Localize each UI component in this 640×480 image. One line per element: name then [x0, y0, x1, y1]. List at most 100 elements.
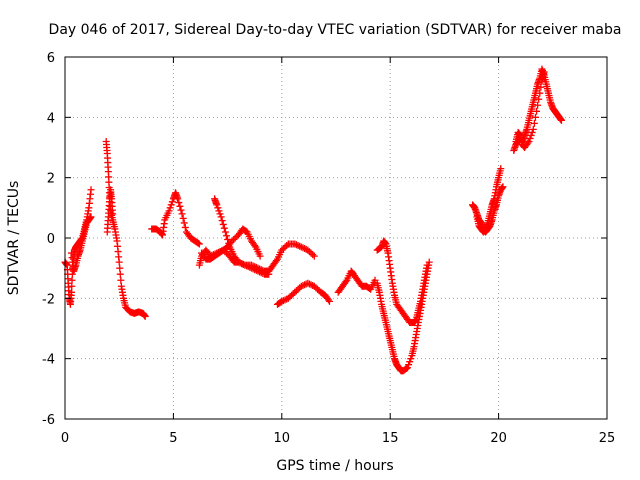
- data-point: [68, 288, 76, 296]
- data-point: [257, 266, 265, 274]
- data-point: [216, 210, 224, 218]
- data-point: [278, 246, 286, 254]
- data-point: [284, 294, 292, 302]
- series-arc-10: [334, 267, 379, 296]
- data-point: [531, 113, 539, 121]
- data-point: [168, 198, 176, 206]
- data-point: [296, 242, 304, 250]
- data-point: [540, 68, 548, 76]
- data-point: [292, 287, 300, 295]
- data-point: [294, 285, 302, 293]
- series-arc-11: [373, 258, 433, 375]
- y-tick-labels: -6 -4 -2 0 2 4 6: [42, 51, 55, 428]
- data-point: [297, 282, 305, 290]
- data-point: [534, 101, 542, 109]
- series-arc-5: [148, 189, 203, 248]
- data-point: [304, 246, 312, 254]
- data-point: [116, 264, 124, 272]
- data-point: [68, 276, 76, 284]
- y-axis-label: SDTVAR / TECUs: [6, 181, 22, 296]
- data-point: [278, 297, 286, 305]
- data-point: [307, 249, 315, 257]
- data-point: [178, 210, 186, 218]
- data-point: [256, 252, 264, 260]
- data-point: [165, 207, 173, 215]
- data-point: [254, 264, 262, 272]
- data-point: [499, 183, 507, 191]
- data-point: [310, 282, 318, 290]
- data-point: [180, 219, 188, 227]
- y-tick-label: -2: [42, 292, 55, 307]
- data-point: [305, 248, 313, 256]
- data-point: [234, 258, 242, 266]
- data-point: [179, 214, 187, 222]
- x-tick-labels: 0 5 10 15 20 25: [61, 431, 615, 446]
- axis-ticks: [64, 56, 608, 420]
- data-point: [405, 361, 413, 369]
- data-point: [281, 296, 289, 304]
- data-point: [194, 239, 202, 247]
- data-point: [116, 270, 124, 278]
- data-point: [217, 213, 225, 221]
- y-tick-label: 0: [47, 232, 55, 247]
- series-arc-3: [102, 137, 149, 320]
- data-point: [291, 240, 299, 248]
- data-point: [213, 201, 221, 209]
- data-point: [309, 251, 317, 259]
- data-point: [304, 279, 312, 287]
- series-arc-2: [68, 213, 95, 275]
- data-point: [310, 252, 318, 260]
- data-point: [221, 228, 229, 236]
- data-point: [167, 201, 175, 209]
- data-point: [272, 257, 280, 265]
- data-point: [176, 202, 184, 210]
- data-point: [292, 241, 300, 249]
- data-point: [87, 186, 95, 194]
- data-point: [251, 263, 259, 271]
- data-point: [68, 282, 76, 290]
- data-points: [61, 65, 565, 375]
- data-point: [218, 217, 226, 225]
- data-point: [533, 107, 541, 115]
- data-point: [195, 240, 203, 248]
- data-point: [404, 364, 412, 372]
- data-point: [230, 236, 238, 244]
- data-point: [279, 245, 287, 253]
- data-point: [312, 284, 320, 292]
- data-point: [117, 276, 125, 284]
- data-point: [177, 206, 185, 214]
- chart-title: Day 046 of 2017, Sidereal Day-to-day VTE…: [49, 22, 622, 38]
- y-tick-label: 2: [47, 172, 55, 187]
- data-point: [497, 165, 505, 173]
- data-point: [225, 239, 233, 247]
- data-point: [251, 242, 259, 250]
- data-point: [175, 199, 183, 207]
- data-point: [214, 204, 222, 212]
- data-point: [530, 119, 538, 127]
- data-point: [525, 137, 533, 145]
- data-point: [220, 224, 228, 232]
- data-point: [279, 297, 287, 305]
- data-point: [406, 358, 414, 366]
- data-point: [252, 263, 260, 271]
- data-point: [109, 210, 117, 218]
- series-arc-16: [512, 68, 548, 151]
- data-point: [527, 131, 535, 139]
- data-point: [299, 282, 307, 290]
- data-point: [342, 278, 350, 286]
- x-tick-label: 0: [61, 431, 69, 446]
- data-point: [299, 244, 307, 252]
- series-arc-4: [103, 186, 117, 236]
- data-point: [314, 285, 322, 293]
- x-axis-label: GPS time / hours: [276, 458, 393, 474]
- series-arc-1: [61, 186, 95, 308]
- data-point: [524, 139, 532, 147]
- data-point: [283, 242, 291, 250]
- data-point: [535, 95, 543, 103]
- data-point: [288, 291, 296, 299]
- data-point: [307, 281, 315, 289]
- y-gridlines: [65, 116, 607, 360]
- series-arc-14: [473, 165, 505, 236]
- data-point: [294, 242, 302, 250]
